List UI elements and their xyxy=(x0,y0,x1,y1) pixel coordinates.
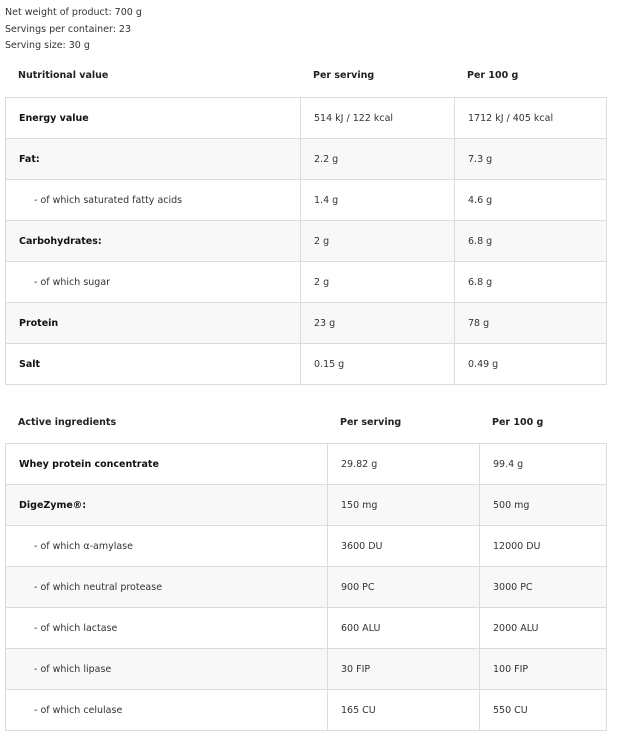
per-serving-value: 165 CU xyxy=(327,689,480,731)
nutrition-table: Energy value 514 kJ / 122 kcal 1712 kJ / 4… xyxy=(5,97,607,385)
row-name: Fat: xyxy=(5,138,301,180)
row-name: Carbohydrates: xyxy=(5,220,301,262)
table-row: - of which sugar 2 g 6.8 g xyxy=(5,261,607,303)
active-ingredients-table: Whey protein concentrate 29.82 g 99.4 g Dig… xyxy=(5,443,607,731)
per-serving-value: 514 kJ / 122 kcal xyxy=(300,97,455,139)
row-name: - of which celulase xyxy=(5,689,328,731)
per-serving-value: 2.2 g xyxy=(300,138,455,180)
per-serving-value: 30 FIP xyxy=(327,648,480,690)
per-serving-value: 29.82 g xyxy=(327,443,480,485)
per-serving-value: 3600 DU xyxy=(327,525,480,567)
per-100g-value: 6.8 g xyxy=(454,220,607,262)
per-100g-value: 4.6 g xyxy=(454,179,607,221)
per-serving-value: 600 ALU xyxy=(327,607,480,649)
per-serving-value: 2 g xyxy=(300,261,455,303)
per-100g-value: 500 mg xyxy=(479,484,607,526)
per-100g-value: 6.8 g xyxy=(454,261,607,303)
per-100g-value: 78 g xyxy=(454,302,607,344)
table-row: - of which lactase 600 ALU 2000 ALU xyxy=(5,607,607,649)
net-weight: Net weight of product: 700 g xyxy=(5,7,142,18)
per-100g-value: 100 FIP xyxy=(479,648,607,690)
servings-per-container: Servings per container: 23 xyxy=(5,23,132,35)
per-serving-value: 23 g xyxy=(300,302,455,344)
table-row: Fat: 2.2 g 7.3 g xyxy=(5,138,607,180)
per-100g-value: 99.4 g xyxy=(479,443,607,485)
header-nutritional-value: Nutritional value xyxy=(18,69,109,81)
active-header: Active ingredients Per serving Per 100 g xyxy=(5,412,607,432)
per-100g-value: 550 CU xyxy=(479,689,607,731)
nutrition-header: Nutritional value Per serving Per 100 g xyxy=(5,65,607,85)
row-name: Whey protein concentrate xyxy=(5,443,328,485)
row-name: - of which α-amylase xyxy=(5,525,328,567)
per-100g-value: 0.49 g xyxy=(454,343,607,385)
table-row: Protein 23 g 78 g xyxy=(5,302,607,344)
row-name: - of which saturated fatty acids xyxy=(5,179,301,221)
row-name: DigeZyme®: xyxy=(5,484,328,526)
table-row: Salt 0.15 g 0.49 g xyxy=(5,343,607,385)
header-active-ingredients: Active ingredients xyxy=(18,416,117,428)
per-100g-value: 2000 ALU xyxy=(479,607,607,649)
table-row: - of which saturated fatty acids 1.4 g 4.6… xyxy=(5,179,607,221)
row-name: - of which lactase xyxy=(5,607,328,649)
per-100g-value: 1712 kJ / 405 kcal xyxy=(454,97,607,139)
table-row: - of which celulase 165 CU 550 CU xyxy=(5,689,607,731)
per-serving-value: 2 g xyxy=(300,220,455,262)
serving-size: Serving size: 30 g xyxy=(5,40,90,51)
row-name: - of which sugar xyxy=(5,261,301,303)
table-row: Carbohydrates: 2 g 6.8 g xyxy=(5,220,607,262)
per-100g-value: 12000 DU xyxy=(479,525,607,567)
row-name: Energy value xyxy=(5,97,301,139)
row-name: Salt xyxy=(5,343,301,385)
per-serving-value: 1.4 g xyxy=(300,179,455,221)
row-name: Protein xyxy=(5,302,301,344)
per-serving-value: 0.15 g xyxy=(300,343,455,385)
header-per-serving: Per serving xyxy=(313,69,375,81)
table-row: - of which neutral protease 900 PC 3000 PC xyxy=(5,566,607,608)
table-row: - of which α-amylase 3600 DU 12000 DU xyxy=(5,525,607,567)
header-per-100g: Per 100 g xyxy=(467,69,519,81)
per-serving-value: 900 PC xyxy=(327,566,480,608)
per-serving-value: 150 mg xyxy=(327,484,480,526)
per-100g-value: 7.3 g xyxy=(454,138,607,180)
table-row: DigeZyme®: 150 mg 500 mg xyxy=(5,484,607,526)
table-row: Whey protein concentrate 29.82 g 99.4 g xyxy=(5,443,607,485)
header-per-serving: Per serving xyxy=(340,416,402,428)
row-name: - of which lipase xyxy=(5,648,328,690)
table-row: - of which lipase 30 FIP 100 FIP xyxy=(5,648,607,690)
row-name: - of which neutral protease xyxy=(5,566,328,608)
product-info: Net weight of product: 700 g Servings pe… xyxy=(5,5,142,55)
table-row: Energy value 514 kJ / 122 kcal 1712 kJ / 4… xyxy=(5,97,607,139)
per-100g-value: 3000 PC xyxy=(479,566,607,608)
header-per-100g: Per 100 g xyxy=(492,416,544,428)
